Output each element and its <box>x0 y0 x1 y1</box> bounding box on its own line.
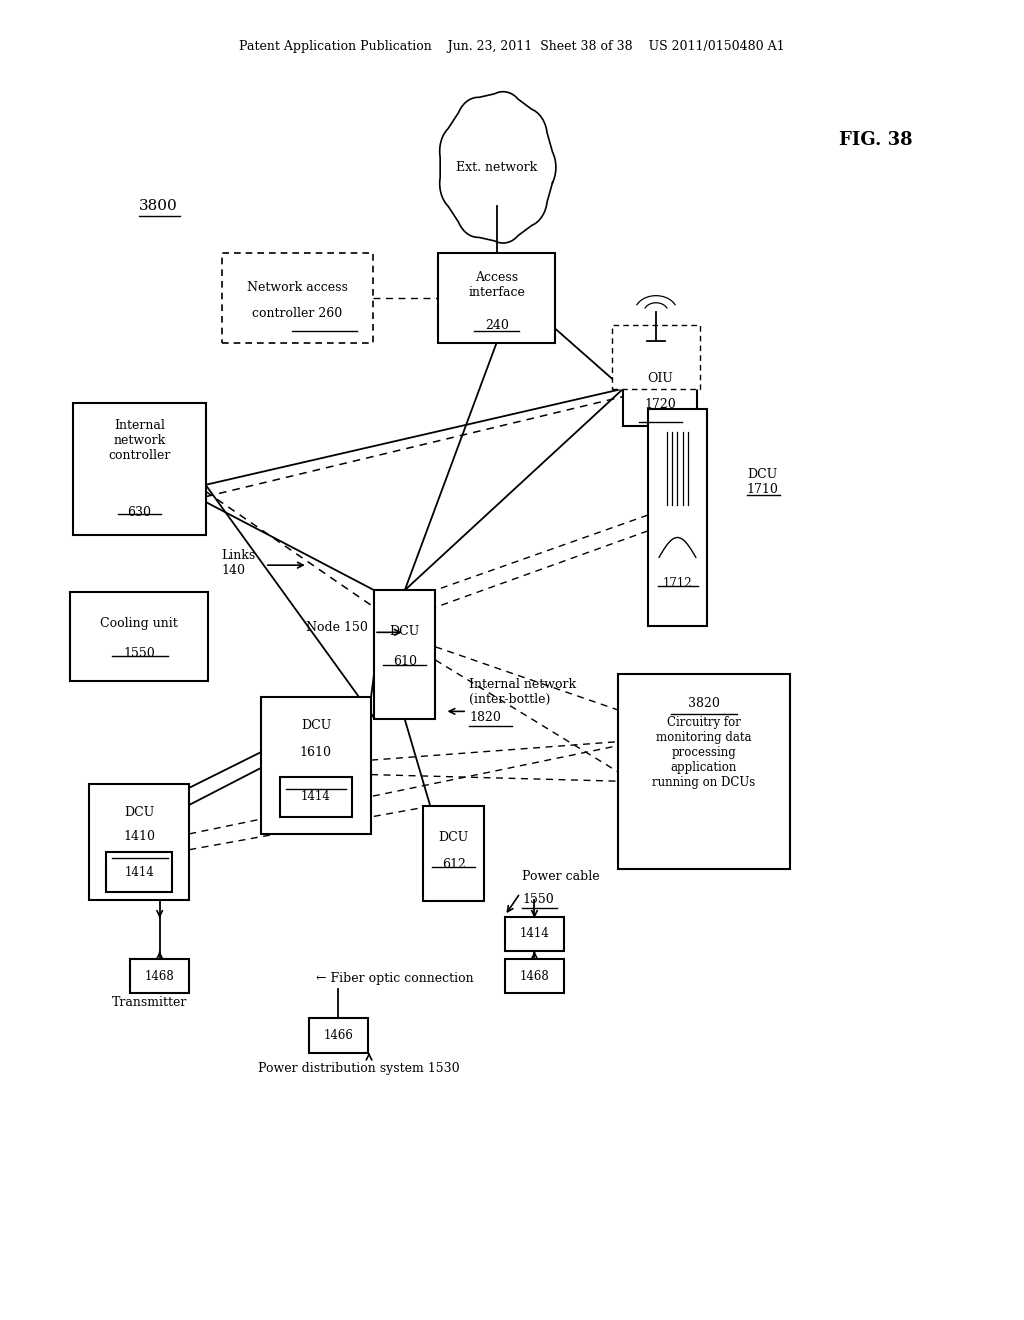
Text: Circuitry for
monitoring data
processing
application
running on DCUs: Circuitry for monitoring data processing… <box>652 715 756 789</box>
Text: Transmitter: Transmitter <box>112 997 187 1008</box>
Text: DCU: DCU <box>301 719 331 733</box>
Text: 1712: 1712 <box>663 577 692 590</box>
Bar <box>438 253 555 343</box>
Text: Internal
network
controller: Internal network controller <box>109 418 170 462</box>
Text: 630: 630 <box>127 506 152 519</box>
Text: Internal network
(inter-bottle): Internal network (inter-bottle) <box>469 677 577 706</box>
Bar <box>130 960 189 993</box>
Text: 1414: 1414 <box>124 866 155 879</box>
Text: FIG. 38: FIG. 38 <box>839 131 912 149</box>
Text: ← Fiber optic connection: ← Fiber optic connection <box>316 973 473 985</box>
Bar <box>374 590 435 719</box>
Text: 612: 612 <box>441 858 466 871</box>
Text: Node 150: Node 150 <box>306 620 368 634</box>
Text: 1820: 1820 <box>469 711 501 725</box>
Text: OIU: OIU <box>647 372 673 384</box>
Text: Power distribution system 1530: Power distribution system 1530 <box>258 1061 460 1074</box>
Text: 1610: 1610 <box>300 746 332 759</box>
Text: 1550: 1550 <box>123 647 155 660</box>
Bar <box>423 807 484 902</box>
Text: Network access: Network access <box>247 281 348 294</box>
Bar <box>106 853 172 892</box>
Polygon shape <box>439 91 556 243</box>
Bar <box>612 326 700 388</box>
Bar <box>648 409 707 627</box>
Text: Access
interface: Access interface <box>468 271 525 298</box>
Text: Ext. network: Ext. network <box>456 161 538 174</box>
Text: 1720: 1720 <box>644 397 676 411</box>
Text: Patent Application Publication    Jun. 23, 2011  Sheet 38 of 38    US 2011/01504: Patent Application Publication Jun. 23, … <box>240 40 784 53</box>
Text: DCU: DCU <box>438 832 469 845</box>
Text: 3820: 3820 <box>688 697 720 710</box>
Text: 1414: 1414 <box>301 791 331 804</box>
Text: Power cable: Power cable <box>522 870 600 883</box>
Text: 3800: 3800 <box>139 198 178 213</box>
Text: Links
140: Links 140 <box>221 549 255 577</box>
Text: 1468: 1468 <box>519 970 549 982</box>
Text: 240: 240 <box>484 319 509 331</box>
Text: DCU: DCU <box>124 807 155 820</box>
Bar <box>624 351 697 425</box>
Text: DCU
1710: DCU 1710 <box>746 469 779 496</box>
Bar <box>309 1018 368 1052</box>
Bar <box>261 697 371 834</box>
Text: 1414: 1414 <box>519 928 549 940</box>
Bar <box>89 784 189 900</box>
Text: DCU: DCU <box>390 624 420 638</box>
Bar <box>222 253 373 343</box>
Bar <box>281 777 351 817</box>
Bar <box>505 917 564 952</box>
Bar <box>505 960 564 993</box>
Text: 1468: 1468 <box>144 970 174 982</box>
Bar <box>73 403 206 535</box>
Text: 1466: 1466 <box>324 1028 353 1041</box>
Bar <box>71 591 208 681</box>
Bar <box>618 675 790 870</box>
Text: controller 260: controller 260 <box>253 308 343 319</box>
Text: 1410: 1410 <box>123 830 156 843</box>
Text: Cooling unit: Cooling unit <box>100 616 178 630</box>
Text: 1550: 1550 <box>522 894 554 907</box>
Text: 610: 610 <box>393 655 417 668</box>
